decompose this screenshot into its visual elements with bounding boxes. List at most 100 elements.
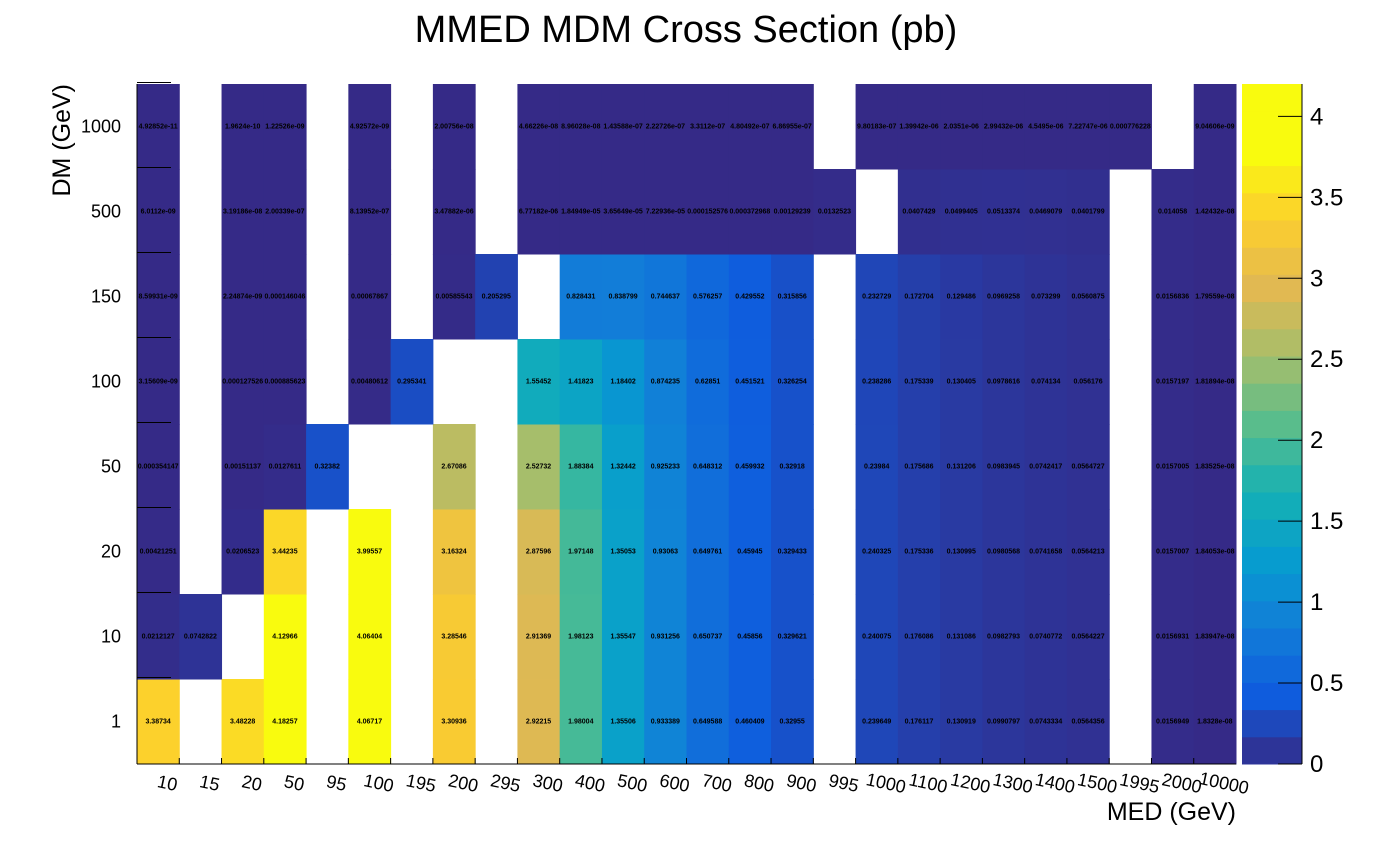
heatmap-cell [601,509,645,595]
heatmap-cell [263,424,307,510]
chart-title: MMED MDM Cross Section (pb) [415,9,958,51]
cell-value-label: 2.52732 [526,464,551,471]
heatmap-cell [517,679,561,765]
cell-value-label: 0.0564227 [1072,634,1105,641]
cell-value-label: 0.0980568 [987,549,1020,556]
heatmap-cell [855,509,899,595]
cell-value-label: 9.04606e-09 [1195,124,1234,131]
colorbar-tick-label: 0 [1310,751,1323,778]
colorbar-segment [1242,383,1302,411]
heatmap-cell [348,169,392,255]
x-axis-title: MED (GeV) [1107,798,1236,826]
heatmap-cell [771,339,814,425]
x-tick-label: 1000 [864,769,907,797]
cell-value-label: 1.42432e-08 [1195,209,1234,216]
heatmap-cell [982,594,1026,680]
heatmap-cell [686,169,730,255]
heatmap-cell [517,339,561,425]
heatmap-cell [1193,254,1237,340]
heatmap-cell [855,84,899,170]
cell-value-label: 0.0157197 [1156,379,1189,386]
cell-value-label: 0.576257 [693,294,722,301]
y-tick-label: 100 [91,372,121,392]
colorbar-segment [1242,464,1302,493]
cell-value-label: 0.131086 [947,634,976,641]
cell-value-label: 0.0156931 [1156,634,1189,641]
heatmap-cell [855,339,899,425]
heatmap-cell [559,254,603,340]
cell-value-label: 1.83525e-08 [1195,464,1234,471]
heatmap-cell [1066,594,1110,680]
heatmap-cell [1066,679,1110,765]
heatmap-cell [1193,339,1237,425]
cell-value-label: 0.0157005 [1156,464,1189,471]
heatmap-cell [940,84,983,170]
cell-value-label: 0.315856 [778,294,807,301]
heatmap-cell [137,594,180,680]
heatmap-cell [982,169,1026,255]
cell-value-label: 0.239649 [862,719,891,726]
heatmap-cell [1024,84,1068,170]
cell-value-label: 0.744637 [651,294,680,301]
heatmap-cell [1024,594,1068,680]
x-tick-label: 295 [489,770,523,796]
heatmap-cell [137,84,180,170]
heatmap-cell [686,84,730,170]
heatmap-cell [897,254,941,340]
cell-value-label: 0.429552 [735,294,764,301]
heatmap-cell [137,509,180,595]
cell-value-label: 0.32955 [780,719,805,726]
colorbar-tick-label: 1.5 [1310,508,1343,535]
colorbar-segment [1242,410,1302,439]
cell-value-label: 0.240325 [862,549,891,556]
heatmap-cell [940,679,983,765]
cell-value-label: 0.0499405 [945,209,978,216]
cell-value-label: 4.92572e-09 [350,124,389,131]
cell-value-label: 0.000776228 [1110,124,1151,131]
x-tick-label: 995 [827,770,861,796]
heatmap-cell [559,424,603,510]
cell-value-label: 1.41823 [568,379,593,386]
y-tick-label: 500 [91,202,121,222]
heatmap-cell [348,594,392,680]
cell-value-label: 0.130995 [947,549,976,556]
y-axis-title: DM (GeV) [48,84,76,197]
heatmap-cell [940,509,983,595]
heatmap-cell [644,594,687,680]
heatmap-cell [686,254,730,340]
cell-value-label: 0.0513374 [987,209,1020,216]
heatmap-cell [601,679,645,765]
colorbar-segment [1242,736,1302,765]
colorbar-segment [1242,682,1302,711]
x-tick-label: 95 [325,771,349,795]
heatmap-cell [601,254,645,340]
heatmap-cell [263,679,307,765]
cell-value-label: 3.47882e-06 [434,209,473,216]
cell-value-label: 4.80492e-07 [730,124,769,131]
x-tick-label: 20 [240,771,264,795]
cell-value-label: 0.650737 [693,634,722,641]
y-tick-label: 1000 [81,117,121,137]
cell-value-label: 0.0407429 [902,209,935,216]
heatmap-cell [1193,594,1237,680]
cell-value-label: 0.649588 [693,719,722,726]
heatmap-cell [1193,424,1237,510]
heatmap-cell [263,254,307,340]
cell-value-label: 2.92215 [526,719,551,726]
cell-value-label: 0.828431 [566,294,595,301]
x-tick-label: 2000 [1160,769,1203,797]
cell-value-label: 0.000127526 [222,379,263,386]
heatmap-cell [559,339,603,425]
cell-value-label: 3.15609e-09 [138,379,177,386]
cell-value-label: 2.99432e-06 [984,124,1023,131]
colorbar-segment [1242,301,1302,330]
cell-value-label: 0.460409 [735,719,764,726]
cell-value-label: 0.0982793 [987,634,1020,641]
cell-value-label: 1.55452 [526,379,551,386]
cell-value-label: 0.0469079 [1029,209,1062,216]
cell-value-label: 0.205295 [482,294,511,301]
heatmap-cell [137,679,180,765]
cell-value-label: 1.8328e-08 [1197,719,1233,726]
cell-value-label: 6.86955e-07 [773,124,812,131]
heatmap-cell [263,509,307,595]
